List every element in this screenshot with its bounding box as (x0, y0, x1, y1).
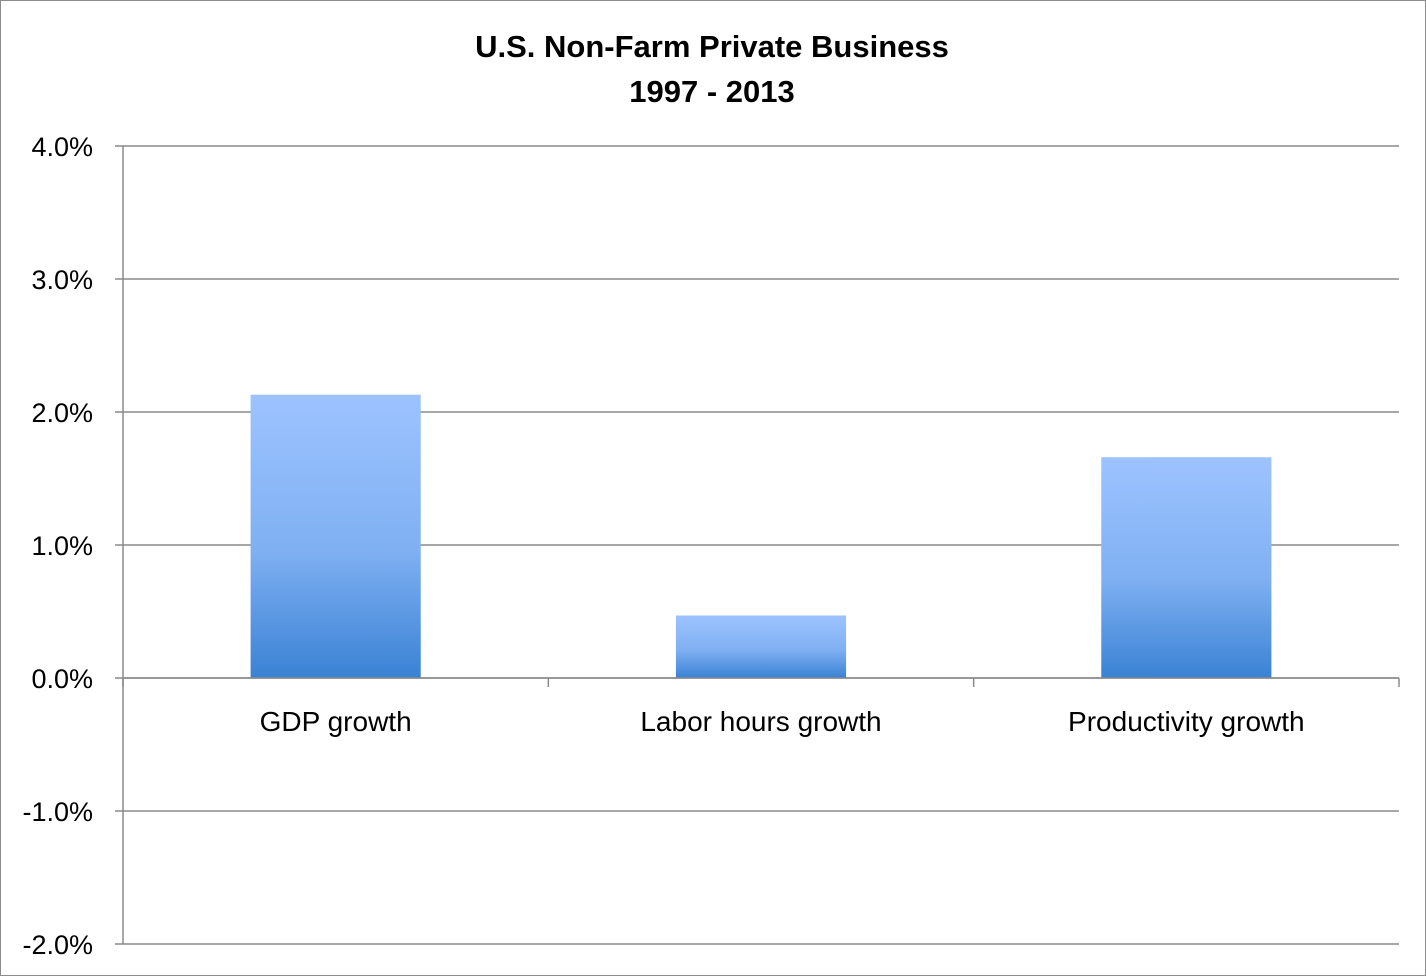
bars (250, 394, 1272, 678)
y-tick-label: -2.0% (22, 930, 93, 960)
chart-title-line-1: U.S. Non-Farm Private Business (475, 29, 949, 64)
bar-productivity-growth (1101, 457, 1272, 678)
chart-title-line-2: 1997 - 2013 (629, 74, 794, 109)
bar-labor-hours-growth (675, 615, 847, 678)
y-tick-label: 4.0% (31, 132, 93, 162)
bar-gdp-growth (250, 394, 421, 678)
x-category-label: Labor hours growth (640, 706, 881, 737)
y-tick-label: 2.0% (31, 398, 93, 428)
y-tick-label: 0.0% (31, 664, 93, 694)
y-tick-label: 3.0% (31, 265, 93, 295)
y-tick-labels: 4.0% 3.0% 2.0% 1.0% 0.0% -1.0% -2.0% (22, 132, 93, 960)
y-tick-label: 1.0% (31, 531, 93, 561)
x-category-label: GDP growth (260, 706, 412, 737)
category-labels: GDP growth Labor hours growth Productivity… (260, 706, 1305, 737)
x-category-label: Productivity growth (1068, 706, 1305, 737)
y-tick-label: -1.0% (22, 797, 93, 827)
axes (122, 146, 1400, 944)
